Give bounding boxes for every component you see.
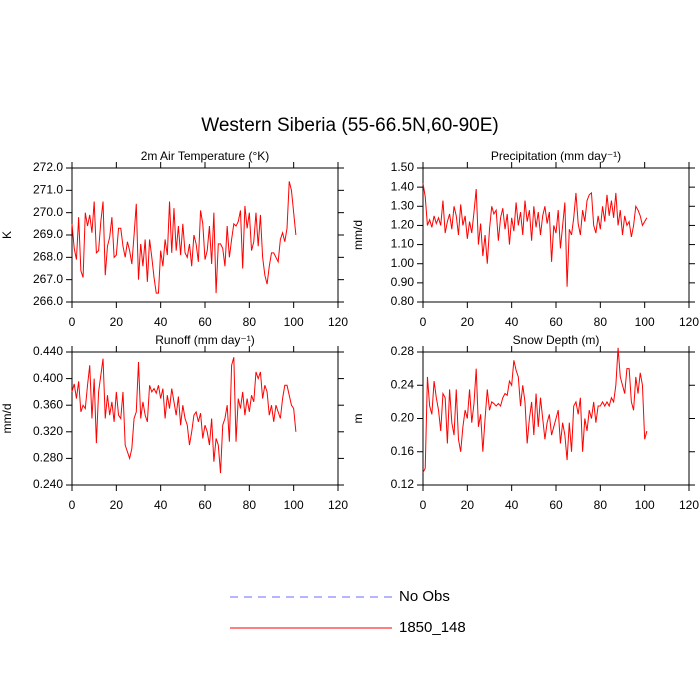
legend-label: No Obs [399,588,450,605]
y-tick-label: 0.16 [391,444,415,458]
x-tick-label: 20 [110,315,124,329]
y-tick-label: 1.30 [391,198,415,212]
y-tick-label: 0.28 [391,344,415,358]
y-tick-label: 1.50 [391,160,415,174]
y-tick-label: 0.240 [33,477,63,491]
x-tick-label: 20 [461,498,475,512]
y-tick-label: 0.280 [33,451,63,465]
x-tick-label: 60 [198,498,212,512]
y-tick-label: 269.0 [33,227,63,241]
y-tick-label: 268.0 [33,250,63,264]
y-tick-label: 0.80 [391,294,415,308]
y-tick-label: 1.10 [391,237,415,251]
x-tick-label: 60 [549,498,563,512]
x-tick-label: 120 [679,498,699,512]
x-tick-label: 100 [284,315,304,329]
x-tick-label: 60 [549,315,563,329]
y-axis-label: m [351,414,365,424]
x-tick-label: 80 [243,498,257,512]
x-tick-label: 0 [420,315,427,329]
x-tick-label: 100 [635,498,655,512]
data-line [71,357,297,474]
y-tick-label: 0.440 [33,344,63,358]
x-tick-label: 80 [594,498,608,512]
y-axis-label: mm/d [351,220,365,250]
data-line [71,181,297,294]
x-tick-label: 80 [594,315,608,329]
y-tick-label: 0.400 [33,371,63,385]
plot-frame [422,167,690,303]
plot-frame [71,351,339,486]
x-tick-label: 20 [461,315,475,329]
data-line [422,347,648,473]
x-tick-label: 20 [110,498,124,512]
y-tick-label: 267.0 [33,272,63,286]
x-tick-label: 100 [635,315,655,329]
x-tick-label: 40 [505,315,519,329]
panel-title: Snow Depth (m) [513,333,600,347]
panel-title: Precipitation (mm day⁻¹) [491,149,621,163]
y-tick-label: 0.20 [391,411,415,425]
x-tick-label: 120 [679,315,699,329]
y-tick-label: 0.360 [33,397,63,411]
legend-label: 1850_148 [399,619,466,636]
x-tick-label: 60 [198,315,212,329]
x-tick-label: 120 [328,498,348,512]
y-tick-label: 0.24 [391,377,415,391]
x-tick-label: 120 [328,315,348,329]
panel-title: 2m Air Temperature (°K) [141,149,270,163]
y-tick-label: 271.0 [33,183,63,197]
x-tick-label: 40 [154,315,168,329]
y-tick-label: 266.0 [33,294,63,308]
y-axis-label: mm/d [0,404,14,434]
y-tick-label: 0.320 [33,424,63,438]
x-tick-label: 40 [505,498,519,512]
y-tick-label: 1.40 [391,179,415,193]
y-tick-label: 0.12 [391,477,415,491]
figure-title: Western Siberia (55-66.5N,60-90E) [201,115,498,136]
y-tick-label: 272.0 [33,160,63,174]
y-tick-label: 0.90 [391,275,415,289]
data-line [422,183,648,287]
y-tick-label: 270.0 [33,205,63,219]
panel-title: Runoff (mm day⁻¹) [155,333,254,347]
x-tick-label: 0 [420,498,427,512]
x-tick-label: 40 [154,498,168,512]
y-tick-label: 1.00 [391,256,415,270]
x-tick-label: 100 [284,498,304,512]
plot-frame [71,167,339,303]
x-tick-label: 80 [243,315,257,329]
y-axis-label: K [0,231,14,239]
y-tick-label: 1.20 [391,218,415,232]
x-tick-label: 0 [69,498,76,512]
x-tick-label: 0 [69,315,76,329]
